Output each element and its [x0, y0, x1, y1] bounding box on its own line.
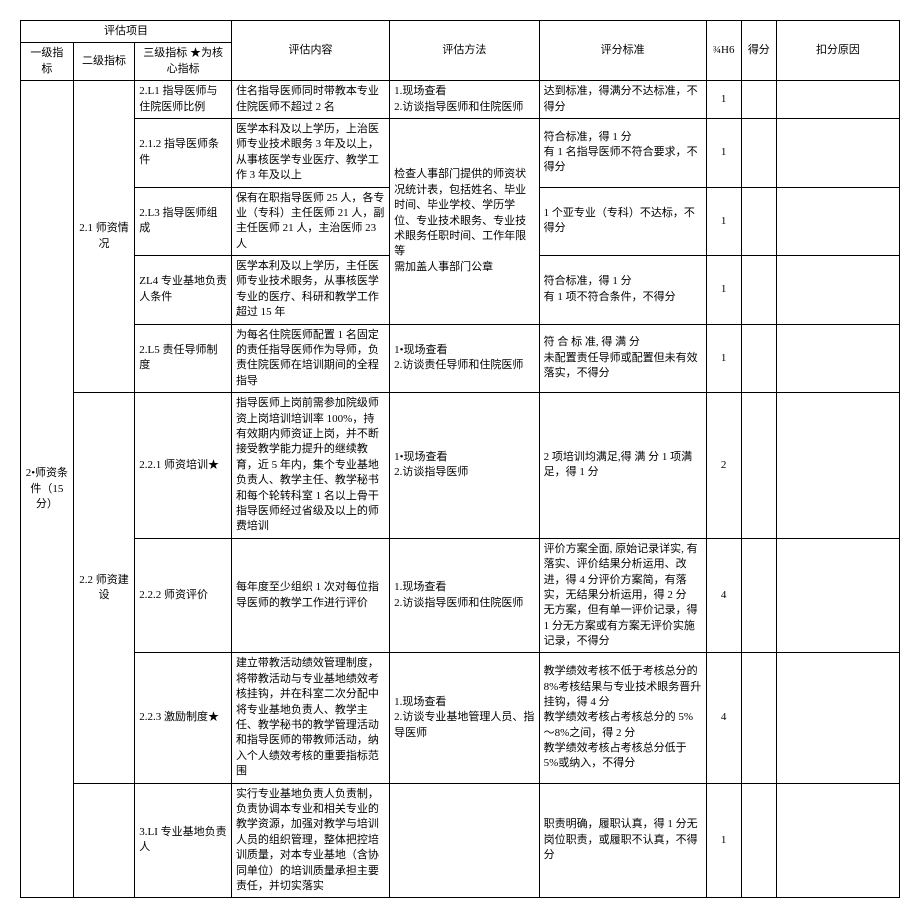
content-cell: 医学本科及以上学历，上治医师专业技术眼务 3 年及以上，从事核医学专业医疗、教学… — [231, 118, 389, 187]
standard-cell: 2 项培训均满足,得 满 分 1 项满足，得 1 分 — [539, 393, 706, 539]
header-content: 评估内容 — [231, 21, 389, 81]
reason-cell — [776, 81, 899, 119]
score-cell — [741, 81, 776, 119]
header-score: 得分 — [741, 21, 776, 81]
header-group: 评估项目 — [21, 21, 232, 43]
header-standard: 评分标准 — [539, 21, 706, 81]
content-cell: 住名指导医师同时带教本专业住院医师不超过 2 名 — [231, 81, 389, 119]
h6-cell: 2 — [706, 393, 741, 539]
l3-cell: 2.1.2 指导医师条件 — [135, 118, 232, 187]
l3-cell: 2.2.1 师资培训★ — [135, 393, 232, 539]
h6-cell: 1 — [706, 81, 741, 119]
standard-cell: 符合标准，得 1 分有 1 项不符合条件，不得分 — [539, 256, 706, 325]
h6-cell: 4 — [706, 653, 741, 783]
standard-cell: 符 合 标 准, 得 满 分未配置责任导师或配置但未有效落实，不得分 — [539, 324, 706, 393]
content-cell: 保有在职指导医师 25 人，各专业（专科）主任医师 21 人，副主任医师 21 … — [231, 187, 389, 256]
score-cell — [741, 256, 776, 325]
table-row: 2.1.2 指导医师条件医学本科及以上学历，上治医师专业技术眼务 3 年及以上，… — [21, 118, 900, 187]
header-reason: 扣分原因 — [776, 21, 899, 81]
table-row: 3.LI 专业基地负责人实行专业基地负责人负责制，负责协调本专业和相关专业的教学… — [21, 783, 900, 898]
header-l2: 二级指标 — [73, 43, 135, 81]
h6-cell: 1 — [706, 783, 741, 898]
reason-cell — [776, 393, 899, 539]
standard-cell: 教学绩效考核不低于考核总分的 8%考核结果与专业技术眼务晋升挂钩，得 4 分教学… — [539, 653, 706, 783]
content-cell: 为每名住院医师配置 1 名固定的责任指导医师作为导师，负责住院医师在培训期间的全… — [231, 324, 389, 393]
reason-cell — [776, 256, 899, 325]
l2-cell: 2.2 师资建设 — [73, 393, 135, 783]
method-cell: 1.现场查看2.访谈专业基地管理人员、指导医师 — [390, 653, 539, 783]
score-cell — [741, 538, 776, 653]
standard-cell: 职责明确，履职认真，得 1 分无岗位职责，或履职不认真，不得分 — [539, 783, 706, 898]
score-cell — [741, 187, 776, 256]
l3-cell: 2.L3 指导医师组成 — [135, 187, 232, 256]
h6-cell: 1 — [706, 187, 741, 256]
header-l1: 一级指标 — [21, 43, 74, 81]
l1-cell: 2•师资条件（15分） — [21, 81, 74, 898]
score-cell — [741, 324, 776, 393]
header-l3: 三级指标 ★为核心指标 — [135, 43, 232, 81]
content-cell: 医学本利及以上学历，主任医师专业技术眼务，从事核医学专业的医疗、科研和教学工作超… — [231, 256, 389, 325]
l3-cell: 2.L1 指导医师与住院医师比例 — [135, 81, 232, 119]
method-cell: 1•现场查看2.访谈指导医师 — [390, 393, 539, 539]
l3-cell: 2.2.3 激励制度★ — [135, 653, 232, 783]
content-cell: 指导医师上岗前需参加院级师资上岗培训培训率 100%，持有效期内师资证上岗，并不… — [231, 393, 389, 539]
header-method: 评估方法 — [390, 21, 539, 81]
method-cell — [390, 783, 539, 898]
l3-cell: ZL4 专业基地负责人条件 — [135, 256, 232, 325]
score-cell — [741, 653, 776, 783]
method-cell: 1•现场查看2.访谈责任导师和住院医师 — [390, 324, 539, 393]
method-cell: 检查人事部门提供的师资状况统计表，包括姓名、毕业时间、毕业学校、学历学位、专业技… — [390, 118, 539, 324]
l2-cell — [73, 783, 135, 898]
reason-cell — [776, 118, 899, 187]
table-row: 2.2.2 师资评价每年度至少组织 1 次对每位指导医师的教学工作进行评价1.现… — [21, 538, 900, 653]
table-row: 2.2.3 激励制度★建立带教活动绩效管理制度，将带教活动与专业基地绩效考核挂钩… — [21, 653, 900, 783]
h6-cell: 1 — [706, 324, 741, 393]
reason-cell — [776, 187, 899, 256]
reason-cell — [776, 783, 899, 898]
reason-cell — [776, 653, 899, 783]
h6-cell: 4 — [706, 538, 741, 653]
standard-cell: 1 个亚专业（专科）不达标，不得分 — [539, 187, 706, 256]
reason-cell — [776, 324, 899, 393]
evaluation-table: 评估项目 评估内容 评估方法 评分标准 ¾H6 得分 扣分原因 一级指标 二级指… — [20, 20, 900, 898]
standard-cell: 符合标准，得 1 分有 1 名指导医师不符合要求，不得分 — [539, 118, 706, 187]
l3-cell: 3.LI 专业基地负责人 — [135, 783, 232, 898]
table-row: 2.2 师资建设2.2.1 师资培训★指导医师上岗前需参加院级师资上岗培训培训率… — [21, 393, 900, 539]
method-cell: 1.现场查看2.访谈指导医师和住院医师 — [390, 81, 539, 119]
content-cell: 建立带教活动绩效管理制度，将带教活动与专业基地绩效考核挂钩，并在科室二次分配中将… — [231, 653, 389, 783]
standard-cell: 评价方案全面, 原始记录详实, 有落实、评价结果分析运用、改进，得 4 分评价方… — [539, 538, 706, 653]
reason-cell — [776, 538, 899, 653]
score-cell — [741, 783, 776, 898]
header-h6: ¾H6 — [706, 21, 741, 81]
l3-cell: 2.2.2 师资评价 — [135, 538, 232, 653]
l2-cell: 2.1 师资情况 — [73, 81, 135, 393]
h6-cell: 1 — [706, 256, 741, 325]
content-cell: 每年度至少组织 1 次对每位指导医师的教学工作进行评价 — [231, 538, 389, 653]
score-cell — [741, 393, 776, 539]
content-cell: 实行专业基地负责人负责制，负责协调本专业和相关专业的教学资源，加强对教学与培训人… — [231, 783, 389, 898]
table-row: 2.L5 责任导师制度为每名住院医师配置 1 名固定的责任指导医师作为导师，负责… — [21, 324, 900, 393]
method-cell: 1.现场查看2.访谈指导医师和住院医师 — [390, 538, 539, 653]
l3-cell: 2.L5 责任导师制度 — [135, 324, 232, 393]
score-cell — [741, 118, 776, 187]
h6-cell: 1 — [706, 118, 741, 187]
standard-cell: 达到标准，得满分不达标准，不得分 — [539, 81, 706, 119]
table-row: 2•师资条件（15分）2.1 师资情况2.L1 指导医师与住院医师比例住名指导医… — [21, 81, 900, 119]
